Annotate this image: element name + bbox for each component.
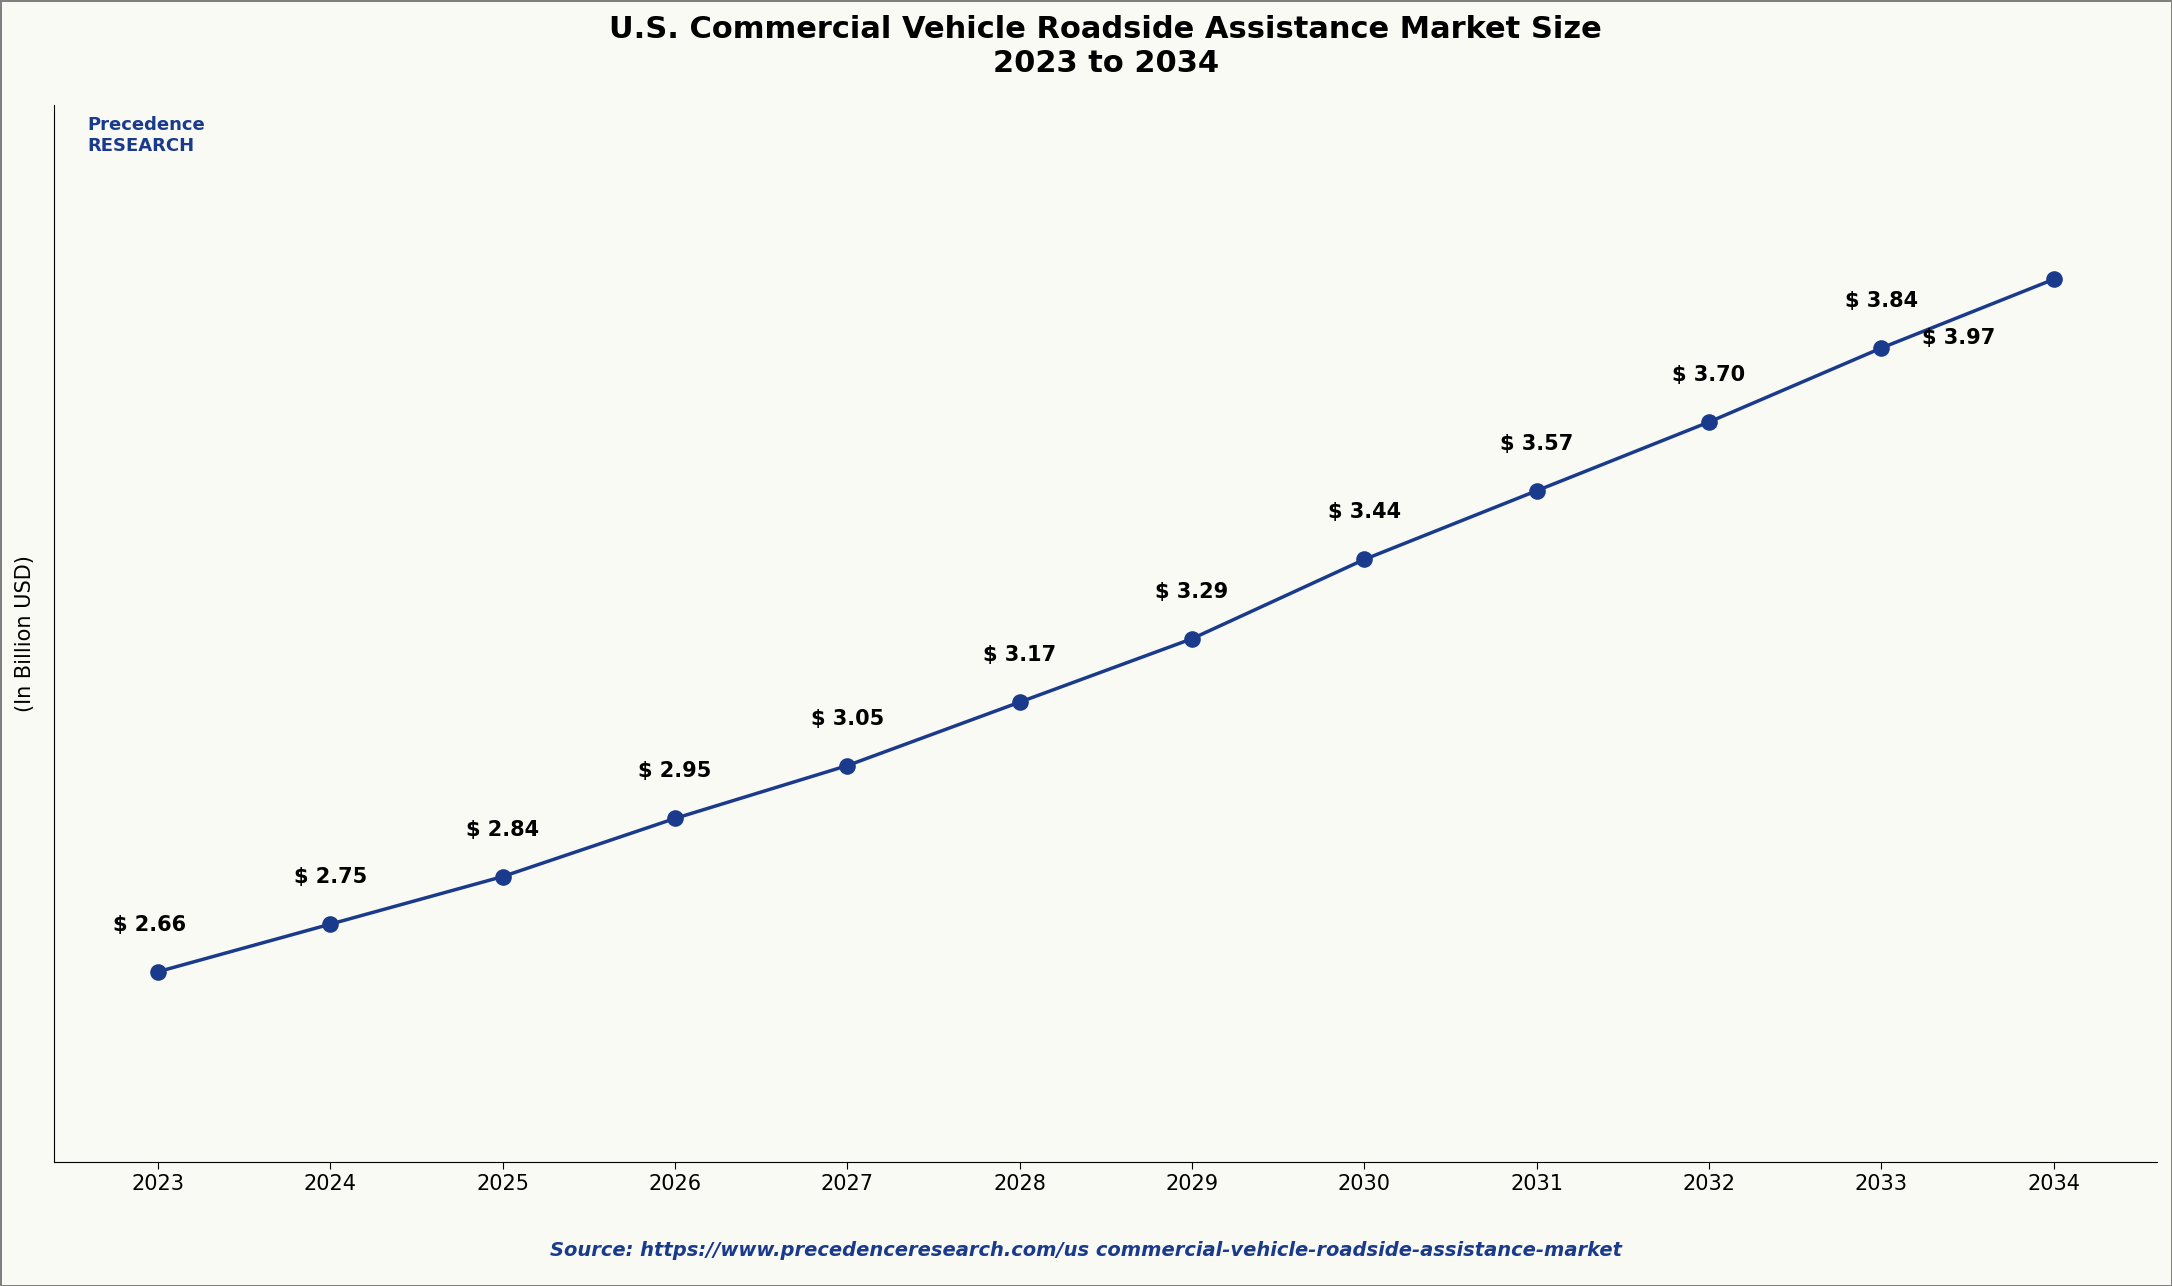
Text: $ 2.95: $ 2.95: [639, 761, 712, 782]
Point: [830, 755, 864, 775]
Point: [1001, 692, 1036, 712]
Point: [1175, 629, 1210, 649]
Point: [313, 914, 348, 935]
Y-axis label: (In Billion USD): (In Billion USD): [15, 556, 35, 712]
Text: $ 2.75: $ 2.75: [293, 867, 367, 887]
Point: [141, 962, 176, 983]
Text: $ 3.05: $ 3.05: [810, 709, 884, 729]
Text: Source: https://www.precedenceresearch.com/us commercial-vehicle-roadside-assist: Source: https://www.precedenceresearch.c…: [550, 1241, 1622, 1260]
Text: $ 3.17: $ 3.17: [984, 646, 1056, 665]
Text: $ 3.70: $ 3.70: [1672, 365, 1746, 385]
Text: $ 3.57: $ 3.57: [1501, 433, 1573, 454]
Text: $ 3.44: $ 3.44: [1327, 503, 1401, 522]
Text: Precedence
RESEARCH: Precedence RESEARCH: [87, 116, 204, 154]
Point: [1864, 338, 1898, 359]
Point: [658, 808, 693, 828]
Point: [1692, 412, 1727, 432]
Point: [484, 867, 519, 887]
Text: $ 3.29: $ 3.29: [1156, 581, 1229, 602]
Text: $ 3.97: $ 3.97: [1922, 328, 1996, 349]
Title: U.S. Commercial Vehicle Roadside Assistance Market Size
2023 to 2034: U.S. Commercial Vehicle Roadside Assista…: [610, 15, 1603, 77]
Text: $ 2.66: $ 2.66: [113, 914, 187, 935]
Point: [2035, 269, 2070, 289]
Text: $ 2.84: $ 2.84: [467, 819, 539, 840]
Point: [1518, 481, 1553, 502]
Text: $ 3.84: $ 3.84: [1844, 291, 1918, 311]
Point: [1347, 549, 1381, 570]
